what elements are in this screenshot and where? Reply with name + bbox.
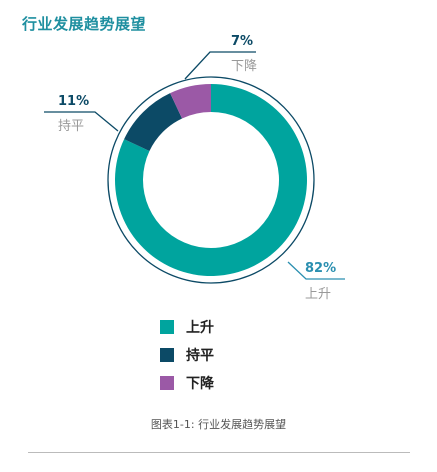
legend-swatch-up (160, 320, 174, 334)
data-label-up: 82% (305, 261, 336, 276)
legend-label-flat: 持平 (186, 348, 214, 364)
outer-ring (107, 76, 315, 284)
legend: 上升 持平 下降 (160, 313, 214, 397)
legend-swatch-flat (160, 348, 174, 362)
donut-chart: 82% 上升 11% 持平 7% 下降 (44, 34, 345, 302)
category-label-flat: 持平 (58, 119, 84, 134)
legend-swatch-down (160, 376, 174, 390)
legend-item-flat: 持平 (160, 341, 214, 369)
leader-line-down (184, 51, 256, 80)
legend-label-down: 下降 (186, 376, 214, 392)
leader-line-up (287, 261, 345, 280)
chart-title: 行业发展趋势展望 (22, 15, 147, 33)
legend-item-up: 上升 (160, 313, 214, 341)
slice-down (170, 84, 211, 119)
legend-label-up: 上升 (186, 320, 214, 336)
leader-line-flat (44, 111, 119, 132)
figure-caption: 图表1-1: 行业发展趋势展望 (150, 418, 287, 431)
category-label-up: 上升 (305, 287, 331, 302)
legend-item-down: 下降 (160, 369, 214, 397)
divider-line (28, 452, 410, 453)
data-label-down: 7% (231, 34, 253, 49)
category-label-down: 下降 (231, 59, 257, 74)
data-label-flat: 11% (58, 94, 89, 109)
slice-flat (124, 93, 183, 152)
